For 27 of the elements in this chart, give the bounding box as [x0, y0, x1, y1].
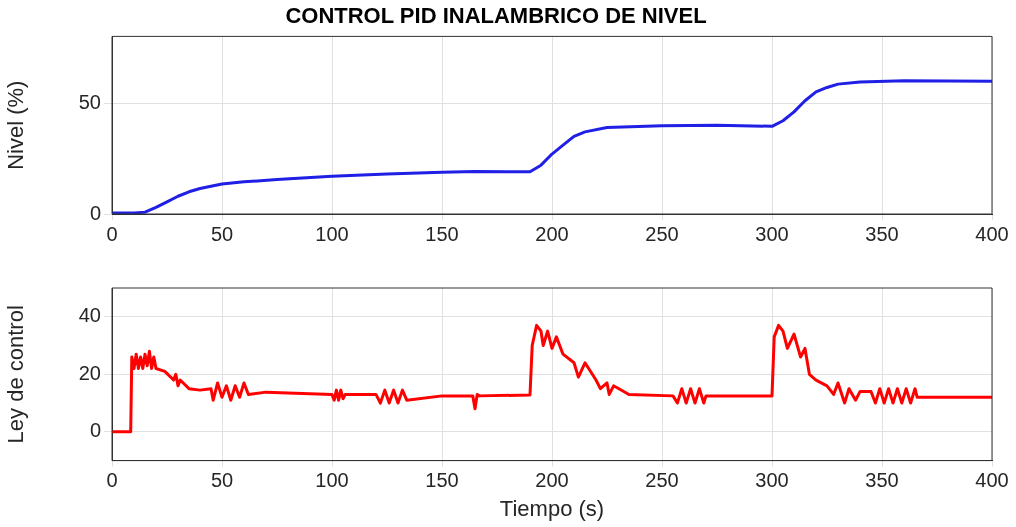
- x-tick-label: 50: [210, 469, 234, 492]
- x-tick-label: 250: [645, 222, 679, 245]
- x-tick-label: 100: [315, 469, 349, 492]
- x-tick-label: 0: [106, 222, 118, 245]
- y-tick-label: 0: [89, 419, 101, 442]
- y-axis-title: Ley de control: [3, 305, 29, 444]
- x-axis-title: Tiempo (s): [499, 495, 605, 521]
- x-tick-label: 150: [425, 469, 459, 492]
- x-tick-label: 150: [425, 222, 459, 245]
- x-tick-label: 50: [210, 222, 234, 245]
- y-tick-label: 20: [78, 361, 101, 384]
- x-tick-label: 300: [755, 469, 789, 492]
- y-axis-title: Nivel (%): [3, 80, 29, 170]
- x-tick-label: 300: [755, 222, 789, 245]
- y-tick-label: 50: [78, 90, 101, 113]
- y-tick-label: 40: [78, 304, 101, 327]
- y-tick-label: 0: [89, 201, 101, 224]
- x-tick-label: 200: [535, 222, 569, 245]
- x-tick-label: 200: [535, 469, 569, 492]
- x-tick-label: 350: [865, 222, 899, 245]
- x-tick-label: 100: [315, 222, 349, 245]
- x-tick-label: 350: [865, 469, 899, 492]
- x-tick-label: 400: [975, 469, 1009, 492]
- x-tick-label: 400: [975, 222, 1009, 245]
- chart-title: CONTROL PID INALAMBRICO DE NIVEL: [285, 3, 707, 29]
- x-tick-label: 250: [645, 469, 679, 492]
- x-tick-label: 0: [106, 469, 118, 492]
